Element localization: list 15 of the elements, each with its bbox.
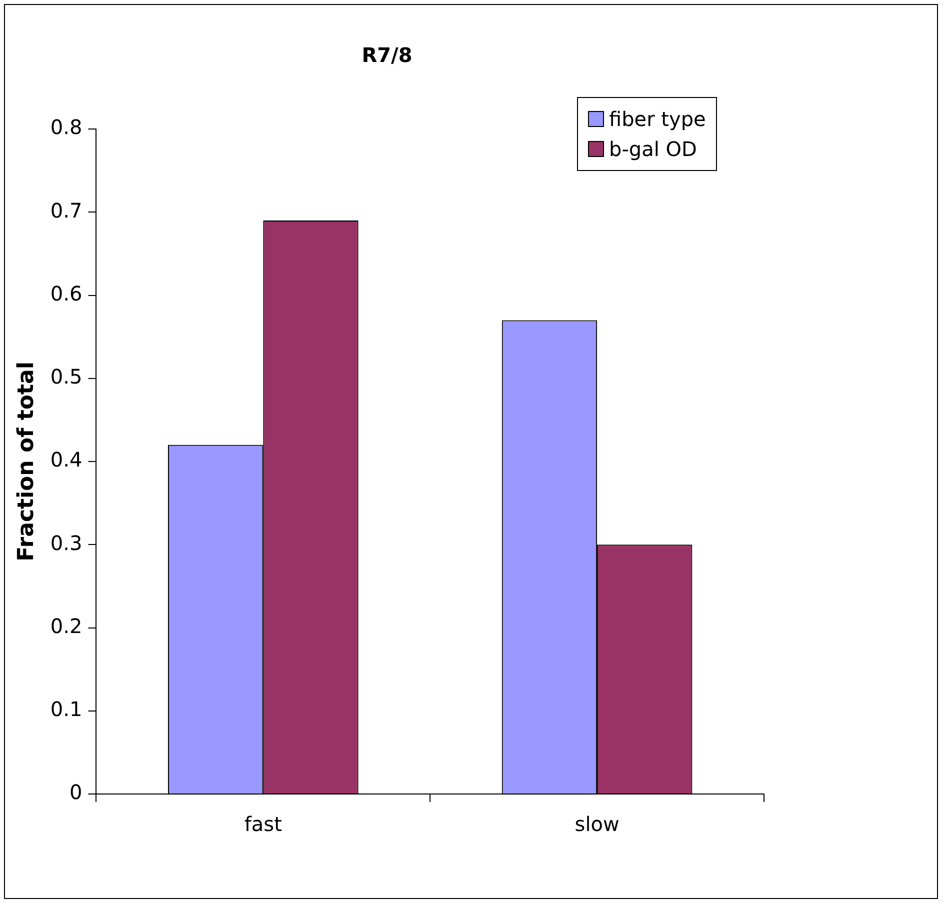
y-axis-title: Fraction of total <box>14 362 39 562</box>
x-tick-label: slow <box>574 812 620 836</box>
y-tick-label: 0.3 <box>50 530 82 555</box>
y-tick-label: 0.4 <box>50 448 82 472</box>
chart-title: R7/8 <box>362 43 412 68</box>
y-tick-label: 0.8 <box>50 115 82 140</box>
legend-label: fiber type <box>609 106 706 133</box>
y-tick-label: 0.5 <box>50 364 82 389</box>
y-tick-label: 0.6 <box>50 281 82 306</box>
y-tick-label: 0.2 <box>50 614 82 638</box>
y-tick-label: 0 <box>69 780 82 804</box>
y-tick-label: 0.7 <box>50 198 82 222</box>
x-tick-label: fast <box>244 812 282 836</box>
y-tick-label: 0.1 <box>50 697 82 722</box>
legend-label: b-gal OD <box>609 136 697 163</box>
